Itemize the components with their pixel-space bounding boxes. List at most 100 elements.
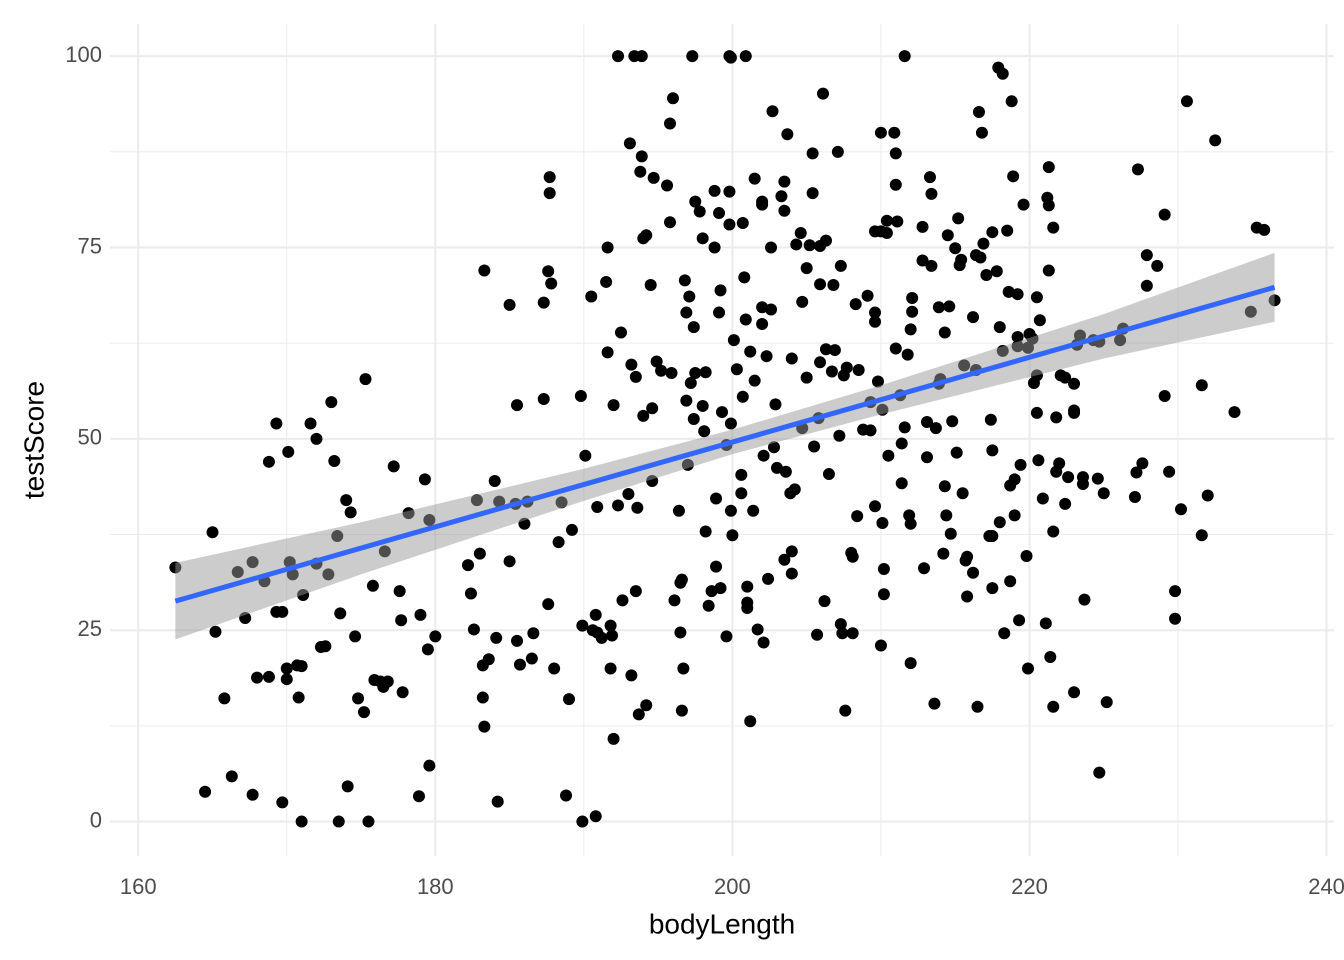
point xyxy=(341,780,354,793)
point xyxy=(661,179,674,192)
point xyxy=(678,274,691,287)
point xyxy=(888,126,901,139)
point xyxy=(604,662,617,675)
point xyxy=(1044,650,1057,663)
point xyxy=(738,271,751,284)
x-axis-title: bodyLength xyxy=(649,908,795,939)
point xyxy=(901,348,914,361)
point xyxy=(874,126,887,139)
point xyxy=(325,396,338,409)
point xyxy=(975,126,988,139)
point xyxy=(395,614,408,627)
point xyxy=(461,559,474,572)
point xyxy=(1020,549,1033,562)
point xyxy=(563,693,575,706)
point xyxy=(984,413,997,426)
point xyxy=(775,190,788,203)
point xyxy=(1008,473,1021,486)
point xyxy=(1140,249,1153,262)
point xyxy=(414,608,427,621)
point xyxy=(744,715,757,728)
point xyxy=(623,137,636,150)
point xyxy=(806,147,819,160)
point xyxy=(757,636,770,649)
point xyxy=(282,445,295,458)
point xyxy=(464,587,477,600)
point xyxy=(595,631,608,644)
point xyxy=(696,399,709,412)
point xyxy=(714,582,727,595)
point xyxy=(270,417,283,430)
point xyxy=(974,251,987,264)
point xyxy=(429,630,442,643)
point xyxy=(710,560,723,573)
y-tick-label: 100 xyxy=(65,42,102,67)
point xyxy=(1059,497,1072,510)
point xyxy=(1091,472,1104,485)
point xyxy=(604,619,617,632)
point xyxy=(904,323,917,336)
point xyxy=(543,187,556,200)
point xyxy=(739,313,752,326)
point xyxy=(961,550,974,563)
point xyxy=(889,147,902,160)
point xyxy=(938,326,951,339)
point xyxy=(687,412,700,425)
point xyxy=(631,501,644,514)
point xyxy=(640,229,653,242)
point xyxy=(1158,389,1171,402)
point xyxy=(877,588,890,601)
point xyxy=(574,389,587,402)
point xyxy=(713,306,726,319)
point xyxy=(955,253,968,266)
point xyxy=(295,815,308,828)
point xyxy=(996,67,1009,80)
point xyxy=(358,706,371,719)
point xyxy=(748,374,761,387)
point xyxy=(1011,288,1024,301)
point xyxy=(478,720,491,733)
point xyxy=(785,545,798,558)
point xyxy=(851,510,864,523)
point xyxy=(986,226,999,239)
point xyxy=(1131,163,1144,176)
point xyxy=(565,523,578,536)
point xyxy=(708,241,721,254)
point xyxy=(537,296,550,309)
point xyxy=(560,789,573,802)
point xyxy=(708,184,721,197)
point xyxy=(929,422,942,435)
point xyxy=(644,279,657,292)
point xyxy=(548,662,561,675)
point xyxy=(1036,492,1049,505)
point xyxy=(756,318,769,331)
point xyxy=(381,675,394,688)
point xyxy=(675,704,688,717)
point xyxy=(944,527,957,540)
point xyxy=(891,215,904,228)
point xyxy=(880,214,893,227)
point xyxy=(418,473,431,486)
point xyxy=(765,241,778,254)
point xyxy=(340,494,353,507)
point xyxy=(906,292,919,305)
point xyxy=(1068,686,1081,699)
point xyxy=(1169,612,1182,625)
point xyxy=(723,218,736,231)
point xyxy=(727,334,740,347)
point xyxy=(1175,503,1187,516)
point xyxy=(607,399,620,412)
point xyxy=(607,732,620,745)
point xyxy=(806,187,819,200)
point xyxy=(937,547,950,560)
point xyxy=(677,662,690,675)
point xyxy=(276,796,289,809)
point xyxy=(1039,617,1052,630)
point xyxy=(940,509,953,522)
point xyxy=(819,343,832,356)
point xyxy=(1011,331,1024,344)
point xyxy=(1047,221,1060,234)
point xyxy=(698,425,711,438)
point xyxy=(769,398,782,411)
point xyxy=(765,303,778,316)
